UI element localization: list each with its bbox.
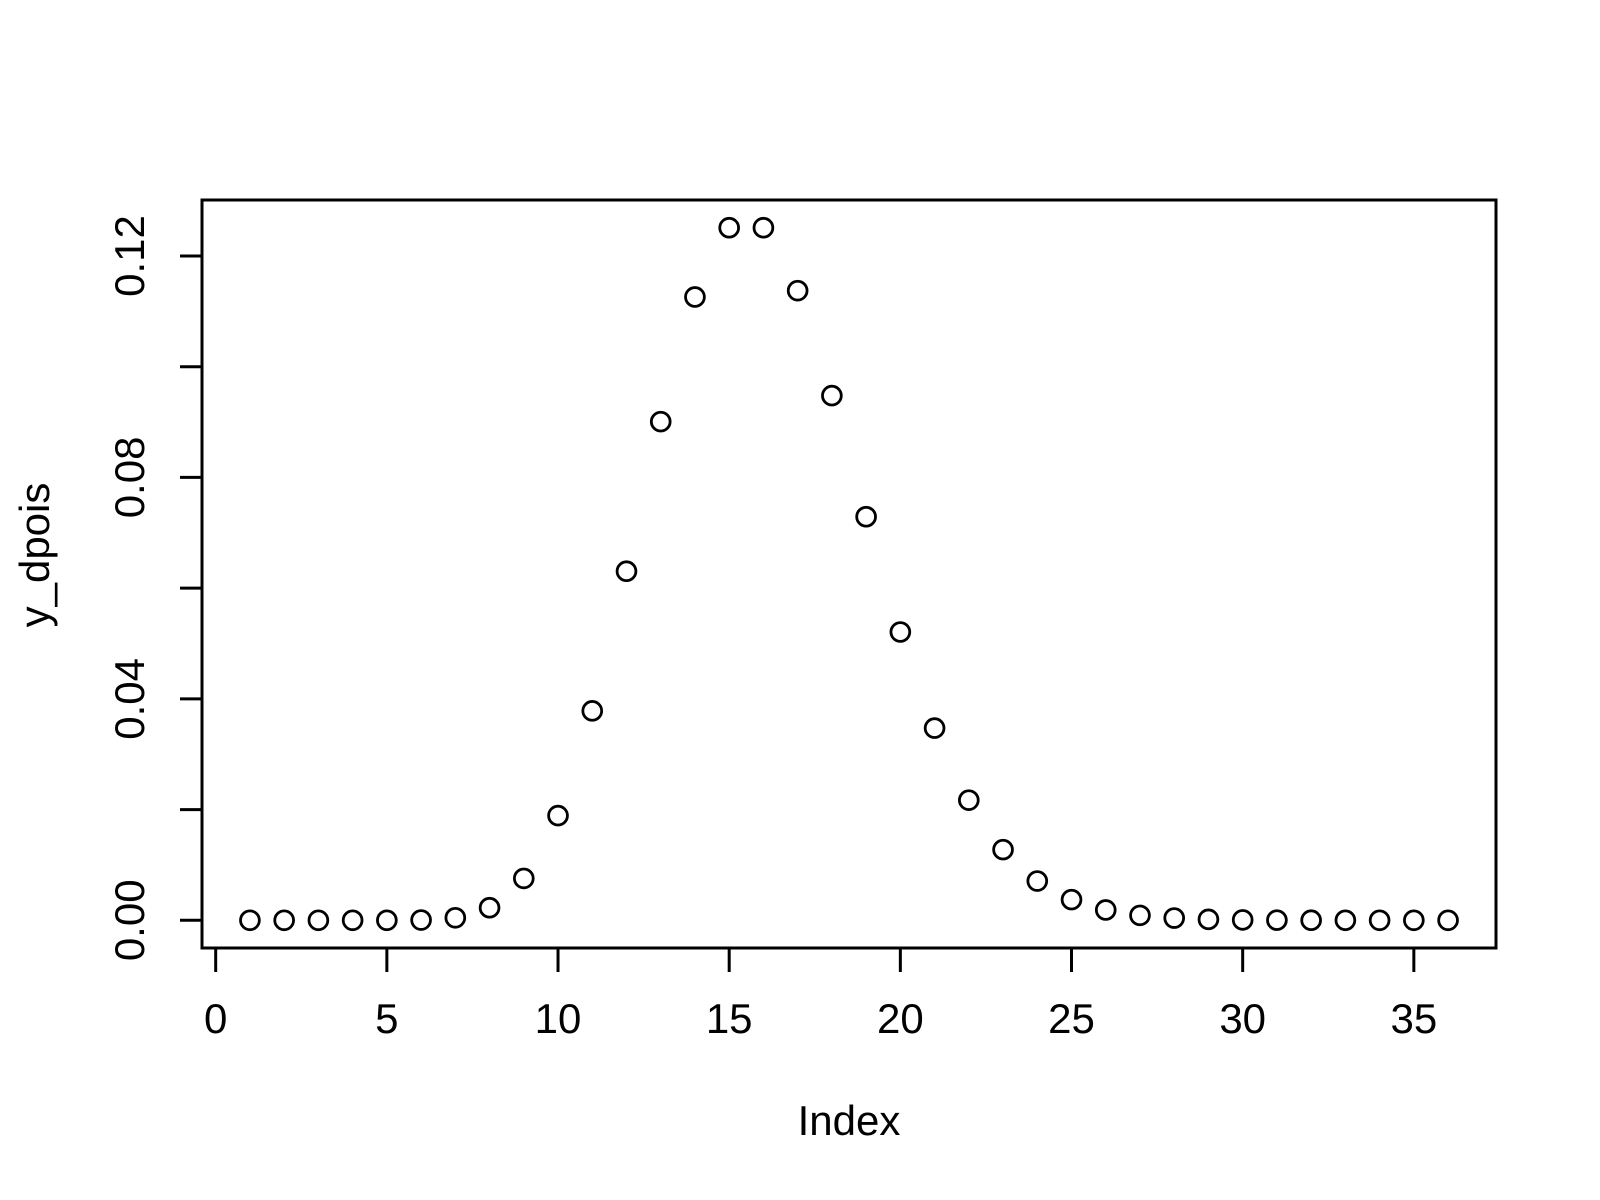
data-point xyxy=(958,789,980,811)
data-point xyxy=(1334,909,1357,932)
x-tick-label: 25 xyxy=(1048,995,1095,1042)
data-point xyxy=(1368,909,1391,932)
data-point xyxy=(1094,899,1117,921)
data-point xyxy=(684,286,706,308)
data-point xyxy=(889,621,912,643)
data-point xyxy=(376,909,398,932)
y-tick-label: 0.04 xyxy=(106,658,153,740)
data-point xyxy=(547,804,569,827)
data-point xyxy=(1060,888,1083,911)
data-point xyxy=(752,216,775,239)
data-point xyxy=(1026,870,1049,892)
data-point xyxy=(615,560,638,583)
x-tick-label: 20 xyxy=(877,995,924,1042)
data-point xyxy=(649,410,672,433)
data-point xyxy=(1163,907,1186,929)
data-point xyxy=(855,505,877,528)
y-tick-label: 0.08 xyxy=(106,437,153,519)
data-point xyxy=(273,909,295,932)
x-axis-title: Index xyxy=(797,1097,901,1144)
data-point xyxy=(821,384,843,407)
data-point xyxy=(1266,909,1288,931)
data-point xyxy=(512,867,535,890)
data-point xyxy=(992,838,1014,861)
data-point xyxy=(581,700,604,722)
y-tick-label: 0.00 xyxy=(106,879,153,961)
x-tick-label: 15 xyxy=(706,995,753,1042)
data-point xyxy=(1437,909,1459,932)
data-point xyxy=(1300,909,1322,932)
x-tick-label: 0 xyxy=(204,995,227,1042)
data-point xyxy=(923,717,946,739)
data-point xyxy=(786,279,809,302)
data-point xyxy=(478,896,501,919)
y-axis-title: y_dpois xyxy=(11,482,58,628)
data-point xyxy=(307,909,330,932)
data-point xyxy=(410,909,432,931)
data-point xyxy=(1231,909,1254,931)
data-point xyxy=(1403,909,1425,932)
x-tick-label: 35 xyxy=(1390,995,1437,1042)
y-tick-label: 0.12 xyxy=(106,215,153,297)
data-point xyxy=(341,909,364,932)
x-tick-label: 30 xyxy=(1219,995,1266,1042)
plot-box xyxy=(200,198,1498,950)
x-tick-label: 10 xyxy=(535,995,582,1042)
data-point xyxy=(1129,904,1151,927)
x-tick-label: 5 xyxy=(375,995,398,1042)
data-point xyxy=(239,909,261,932)
data-point xyxy=(718,216,740,239)
data-point xyxy=(444,906,467,929)
data-point xyxy=(1197,908,1220,931)
